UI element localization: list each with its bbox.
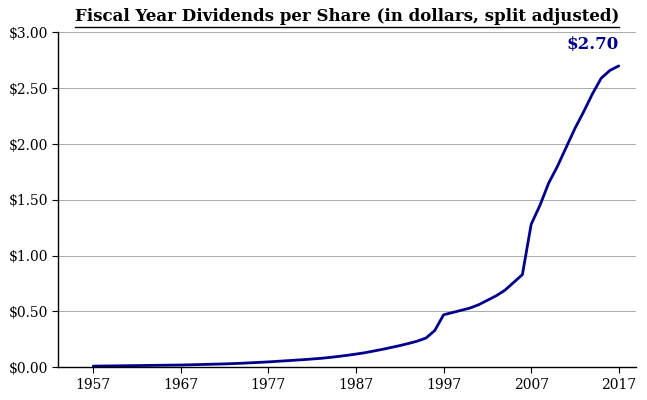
Title: Fiscal Year Dividends per Share (in dollars, split adjusted): Fiscal Year Dividends per Share (in doll… bbox=[75, 8, 619, 25]
Text: $2.70: $2.70 bbox=[567, 36, 619, 52]
